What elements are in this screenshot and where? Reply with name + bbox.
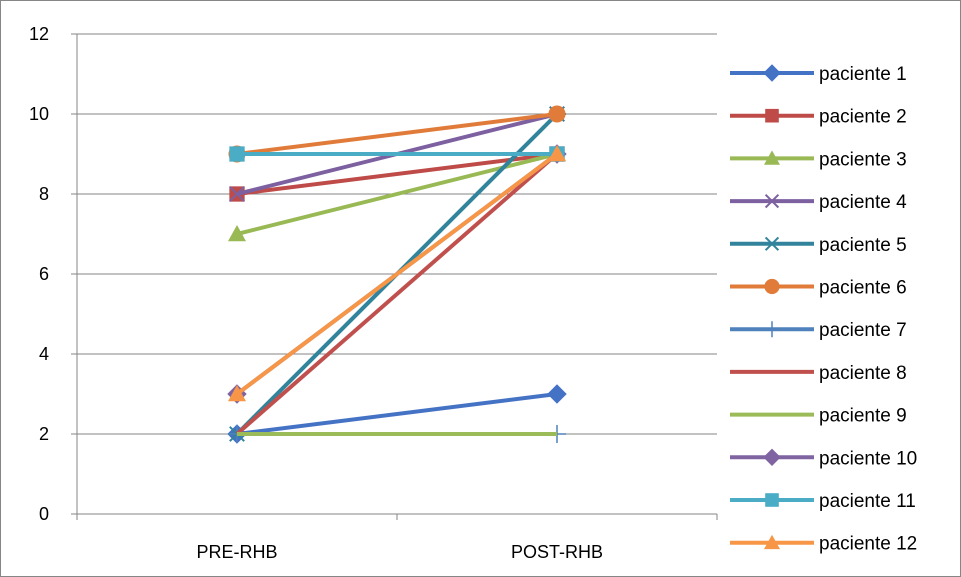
- triangle-marker: [228, 385, 246, 402]
- x-marker: [764, 193, 780, 209]
- series-12: [228, 145, 566, 402]
- plus-marker: [764, 321, 780, 338]
- y-tick-label: 6: [39, 264, 49, 284]
- square-marker: [765, 108, 779, 123]
- legend-label: paciente 1: [819, 64, 907, 85]
- legend-label: paciente 3: [819, 149, 907, 170]
- legend-label: paciente 9: [819, 406, 907, 427]
- x-marker: [229, 186, 245, 202]
- legend-item: paciente 1: [730, 64, 907, 85]
- y-tick-label: 8: [39, 184, 49, 204]
- legend-label: paciente 11: [819, 491, 916, 512]
- legend-label: paciente 2: [819, 107, 907, 128]
- legend-label: paciente 7: [819, 320, 907, 341]
- series-line: [235, 152, 559, 436]
- legend-item: paciente 8: [730, 363, 907, 384]
- legend-item: paciente 2: [730, 107, 907, 128]
- circle-marker: [548, 105, 566, 123]
- series-8: [235, 152, 559, 436]
- diamond-marker: [763, 448, 781, 467]
- legend-item: paciente 12: [730, 534, 917, 555]
- legend-label: paciente 12: [819, 534, 917, 555]
- x-tick-label: POST-RHB: [511, 542, 603, 562]
- legend-item: paciente 9: [730, 406, 907, 427]
- legend-item: paciente 4: [730, 192, 907, 213]
- y-tick-label: 4: [39, 344, 49, 364]
- x-tick-label: PRE-RHB: [196, 542, 277, 562]
- series-layer: [227, 105, 567, 444]
- triangle-marker: [764, 150, 780, 165]
- square-marker: [765, 493, 779, 507]
- diamond-marker: [763, 64, 781, 82]
- legend-label: paciente 10: [819, 448, 917, 469]
- series-line: [236, 152, 558, 196]
- circle-marker: [764, 278, 780, 295]
- diamond-marker: [547, 384, 567, 404]
- legend-label: paciente 6: [819, 278, 907, 299]
- series-line: [236, 112, 558, 156]
- square-marker: [229, 146, 245, 162]
- triangle-marker: [548, 145, 566, 162]
- legend-item: paciente 6: [730, 278, 907, 299]
- grid-layer: [77, 33, 717, 435]
- legend: paciente 1 paciente 2 paciente 3 paciente 4…: [730, 64, 917, 555]
- y-tick-label: 12: [29, 24, 49, 44]
- legend-label: paciente 8: [819, 363, 907, 384]
- legend-item: paciente 11: [730, 491, 916, 512]
- y-tick-label: 10: [29, 104, 49, 124]
- axis-layer: 0 2 4 6 8 10 12 PRE-RHB POST-RHB: [29, 24, 718, 562]
- triangle-marker: [764, 534, 780, 550]
- legend-item: paciente 5: [730, 235, 907, 256]
- legend-label: paciente 4: [819, 192, 907, 213]
- legend-item: paciente 10: [730, 448, 917, 469]
- legend-item: paciente 7: [730, 320, 907, 341]
- triangle-marker: [228, 225, 246, 242]
- legend-item: paciente 3: [730, 149, 907, 170]
- star-marker: [764, 236, 780, 251]
- series-line: [235, 152, 559, 396]
- legend-label: paciente 5: [819, 235, 907, 256]
- series-line: [236, 392, 558, 436]
- y-tick-label: 0: [39, 504, 49, 524]
- y-tick-label: 2: [39, 424, 49, 444]
